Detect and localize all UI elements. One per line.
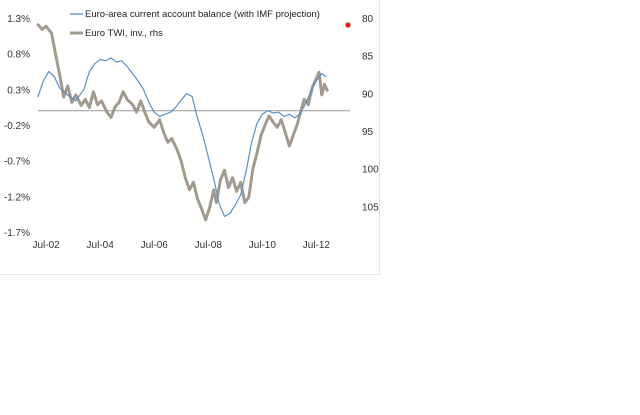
left-tick-label: 0.3% xyxy=(7,85,30,96)
right-tick-label: 80 xyxy=(362,14,374,25)
x-tick-label: Jul-12 xyxy=(303,240,331,251)
x-tick-label: Jul-06 xyxy=(141,240,169,251)
x-tick-label: Jul-02 xyxy=(32,240,60,251)
left-tick-label: 0.8% xyxy=(7,50,30,61)
legend-label-euro-twi: Euro TWI, inv., rhs xyxy=(85,28,163,39)
left-tick-label: 1.3% xyxy=(7,14,30,25)
series-layer xyxy=(36,23,329,222)
x-tick-label: Jul-08 xyxy=(195,240,223,251)
series-line-current-account xyxy=(37,57,327,217)
x-tick-label: Jul-10 xyxy=(249,240,277,251)
right-tick-label: 105 xyxy=(362,202,379,213)
left-axis-ticks: 1.3% 0.8% 0.3% -0.2% -0.7% -1.2% -1.7% xyxy=(4,14,30,239)
right-axis-ticks: 80 85 90 95 100 105 xyxy=(362,14,379,213)
chart-container: 1.3% 0.8% 0.3% -0.2% -0.7% -1.2% -1.7% 80 85 90 9… xyxy=(0,0,380,275)
left-tick-label: -1.2% xyxy=(4,192,30,203)
x-tick-label: Jul-04 xyxy=(87,240,115,251)
right-tick-label: 95 xyxy=(362,127,374,138)
red-dot-marker xyxy=(345,22,351,28)
left-tick-label: -1.7% xyxy=(4,228,30,239)
right-tick-label: 85 xyxy=(362,52,374,63)
right-tick-label: 90 xyxy=(362,89,374,100)
right-tick-label: 100 xyxy=(362,165,379,176)
left-tick-label: -0.2% xyxy=(4,121,30,132)
legend: Euro-area current account balance (with … xyxy=(70,9,320,39)
x-axis-ticks: Jul-02 Jul-04 Jul-06 Jul-08 Jul-10 Jul-12 xyxy=(32,240,330,251)
series-line-euro-twi xyxy=(36,23,329,222)
left-tick-label: -0.7% xyxy=(4,157,30,168)
legend-label-current-account: Euro-area current account balance (with … xyxy=(85,9,320,20)
line-chart: 1.3% 0.8% 0.3% -0.2% -0.7% -1.2% -1.7% 80 85 90 9… xyxy=(4,9,379,251)
